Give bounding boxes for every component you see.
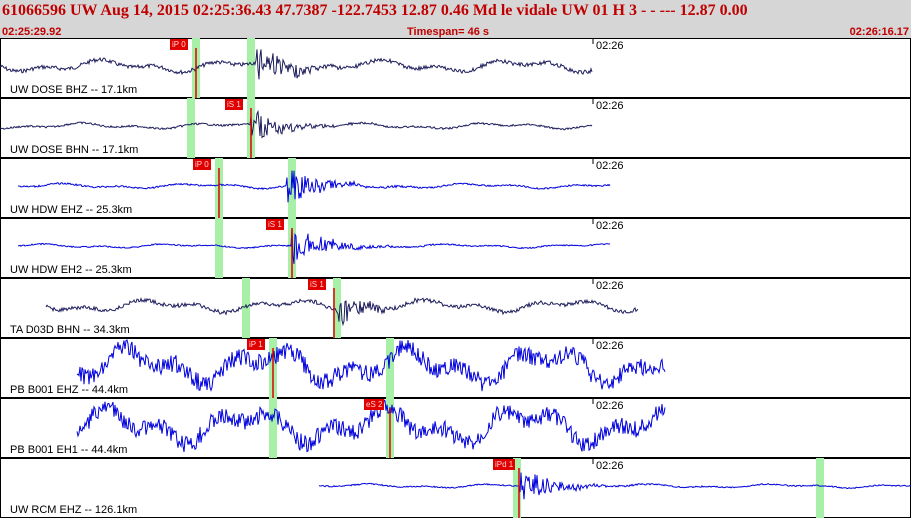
waveform-canvas <box>0 218 911 278</box>
panel-time-label: 02:26 <box>596 460 624 472</box>
station-channel-label: UW RCM EHZ -- 126.1km <box>10 504 138 516</box>
waveform-trace <box>76 399 666 453</box>
panel-time-label: 02:26 <box>596 40 624 52</box>
phase-pick-flag[interactable]: eS 2 <box>364 399 385 410</box>
waveform-trace <box>45 297 639 327</box>
pick-highlight-bar <box>333 278 341 338</box>
pick-highlight-bar <box>386 338 394 398</box>
phase-pick-flag[interactable]: iS 1 <box>308 279 326 290</box>
end-time: 02:26:16.17 <box>849 26 909 38</box>
waveform-panels: iP 0 02:26 UW DOSE BHZ -- 17.1km iS 1 02:26 U… <box>0 38 911 520</box>
timespan: Timespan= 46 s <box>407 26 490 38</box>
waveform-trace <box>0 49 593 80</box>
pick-highlight-bar <box>187 98 195 158</box>
station-channel-label: UW DOSE BHN -- 17.1km <box>10 144 139 156</box>
station-channel-label: UW HDW EHZ -- 25.3km <box>10 204 133 216</box>
panel-border <box>0 218 911 278</box>
waveform-panel[interactable]: iP 0 02:26 UW DOSE BHZ -- 17.1km <box>0 38 911 98</box>
waveform-trace <box>318 472 911 500</box>
panel-time-label: 02:26 <box>596 400 624 412</box>
pick-highlight-bar <box>513 458 521 518</box>
waveform-panel[interactable]: iP 1 02:26 PB B001 EHZ -- 44.4km <box>0 338 911 398</box>
waveform-panel[interactable]: iS 1 02:26 UW HDW EH2 -- 25.3km <box>0 218 911 278</box>
panel-time-label: 02:26 <box>596 100 624 112</box>
phase-pick-flag[interactable]: iS 1 <box>225 99 243 110</box>
panel-time-label: 02:26 <box>596 280 624 292</box>
panel-time-label: 02:26 <box>596 340 624 352</box>
waveform-panel[interactable]: iPd 1 02:26 UW RCM EHZ -- 126.1km <box>0 458 911 518</box>
waveform-panel[interactable]: iS 1 02:26 TA D03D BHN -- 34.3km <box>0 278 911 338</box>
station-channel-label: UW HDW EH2 -- 25.3km <box>10 264 132 276</box>
station-channel-label: TA D03D BHN -- 34.3km <box>10 324 130 336</box>
waveform-trace <box>0 109 593 139</box>
station-channel-label: PB B001 EH1 -- 44.4km <box>10 444 128 456</box>
station-channel-label: UW DOSE BHZ -- 17.1km <box>10 84 138 96</box>
pick-highlight-bar <box>247 38 255 98</box>
pick-highlight-bar <box>816 458 824 518</box>
event-header: 61066596 UW Aug 14, 2015 02:25:36.43 47.… <box>0 0 911 39</box>
start-time: 02:25:29.92 <box>2 26 62 38</box>
panel-border <box>0 398 911 458</box>
waveform-trace <box>17 170 611 203</box>
pick-highlight-bar <box>269 398 277 458</box>
waveform-panel[interactable]: eS 2 02:26 PB B001 EH1 -- 44.4km <box>0 398 911 458</box>
waveform-panel[interactable]: iS 1 02:26 UW DOSE BHN -- 17.1km <box>0 98 911 158</box>
panel-border <box>0 278 911 338</box>
panel-time-label: 02:26 <box>596 220 624 232</box>
waveform-canvas <box>0 158 911 218</box>
station-channel-label: PB B001 EHZ -- 44.4km <box>10 384 128 396</box>
pick-highlight-bar <box>288 158 296 218</box>
phase-pick-flag[interactable]: iP 0 <box>193 159 211 170</box>
waveform-canvas <box>0 338 911 398</box>
event-title: 61066596 UW Aug 14, 2015 02:25:36.43 47.… <box>2 2 748 19</box>
waveform-trace <box>76 339 666 392</box>
waveform-panel[interactable]: iP 0 02:26 UW HDW EHZ -- 25.3km <box>0 158 911 218</box>
phase-pick-flag[interactable]: iP 1 <box>247 339 265 350</box>
phase-pick-flag[interactable]: iPd 1 <box>493 459 516 470</box>
waveform-trace <box>17 227 611 264</box>
phase-pick-flag[interactable]: iP 0 <box>170 39 188 50</box>
waveform-canvas <box>0 398 911 458</box>
panel-time-label: 02:26 <box>596 160 624 172</box>
waveform-canvas <box>0 278 911 338</box>
pick-highlight-bar <box>242 278 250 338</box>
pick-highlight-bar <box>215 218 223 278</box>
phase-pick-flag[interactable]: iS 1 <box>266 219 284 230</box>
